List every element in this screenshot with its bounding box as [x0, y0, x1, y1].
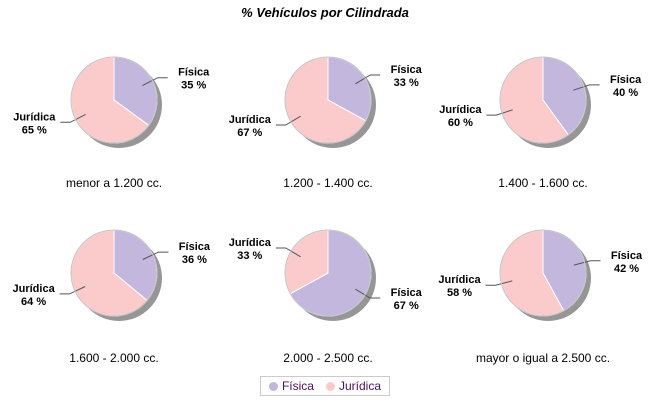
slice-name-juridica: Jurídica	[229, 114, 272, 126]
slice-name-juridica: Jurídica	[229, 237, 272, 249]
leader-line-juridica	[275, 247, 301, 258]
leader-line-juridica	[275, 115, 301, 126]
slice-pct-fisica: 42 %	[614, 263, 639, 275]
slice-label-fisica: Física 40 %	[610, 74, 642, 99]
slice-name-fisica: Física	[611, 250, 643, 262]
slice-label-juridica: Jurídica 64 %	[13, 283, 56, 308]
slice-label-fisica: Física 42 %	[611, 250, 643, 275]
slice-label-fisica: Física 33 %	[391, 64, 423, 89]
category-label-5: 2.000 - 2.500 cc.	[283, 351, 373, 365]
category-label-4: 1.600 - 2.000 cc.	[69, 351, 159, 365]
slice-name-fisica: Física	[179, 241, 211, 253]
leader-line-juridica	[486, 109, 513, 116]
slice-name-fisica: Física	[610, 74, 642, 86]
leader-line-fisica	[573, 84, 600, 91]
leader-line-fisica	[355, 74, 381, 85]
pie-outline	[499, 229, 587, 317]
slice-name-juridica: Jurídica	[439, 104, 482, 116]
category-label-3: 1.400 - 1.600 cc.	[498, 176, 588, 190]
slice-name-fisica: Física	[391, 287, 423, 299]
slice-label-juridica: Jurídica 67 %	[229, 114, 272, 139]
slice-label-fisica: Física 67 %	[391, 287, 423, 312]
legend-marker-fisica-icon	[268, 381, 278, 391]
pie-chart-4: Física 36 % Jurídica 64 %	[13, 229, 211, 321]
slice-label-fisica: Física 35 %	[178, 67, 210, 92]
slice-pct-juridica: 33 %	[237, 250, 262, 262]
category-label-6: mayor o igual a 2.500 cc.	[475, 351, 611, 365]
slice-name-fisica: Física	[391, 64, 423, 76]
slice-label-fisica: Física 36 %	[179, 241, 211, 266]
slice-pct-fisica: 35 %	[181, 80, 206, 92]
category-label-1: menor a 1.200 cc.	[65, 176, 163, 190]
slice-pct-fisica: 36 %	[182, 254, 207, 266]
slice-name-juridica: Jurídica	[13, 283, 56, 295]
pie-chart-6: Física 42 % Jurídica 58 %	[438, 229, 643, 321]
slice-pct-fisica: 40 %	[613, 87, 638, 99]
pie-chart-1: Física 35 % Jurídica 65 %	[13, 56, 210, 148]
pie-outline	[499, 56, 587, 144]
slice-name-juridica: Jurídica	[438, 274, 481, 286]
slice-pct-juridica: 60 %	[448, 117, 473, 129]
slice-pct-fisica: 33 %	[394, 77, 419, 89]
legend-label-juridica: Jurídica	[338, 379, 382, 393]
leader-line-juridica	[59, 286, 86, 295]
leader-line-fisica	[142, 77, 168, 87]
slice-name-fisica: Física	[178, 67, 210, 79]
slice-label-juridica: Jurídica 65 %	[13, 111, 56, 136]
slice-pct-juridica: 64 %	[21, 296, 46, 308]
slice-name-juridica: Jurídica	[13, 111, 56, 123]
slice-pct-fisica: 67 %	[394, 300, 419, 312]
pie-outline	[284, 229, 372, 317]
leader-line-fisica	[355, 288, 381, 299]
legend-item-fisica: Física	[268, 379, 314, 393]
pie-chart-2: Física 33 % Jurídica 67 %	[229, 56, 423, 148]
legend: Física Jurídica	[259, 376, 391, 396]
pie-outline	[284, 56, 372, 144]
pie-outline	[70, 229, 158, 317]
leader-line-juridica	[485, 280, 513, 286]
pie-chart-3: Física 40 % Jurídica 60 %	[439, 56, 642, 148]
slice-pct-juridica: 65 %	[22, 124, 47, 136]
slice-label-juridica: Jurídica 60 %	[439, 104, 482, 129]
leader-line-juridica	[60, 113, 86, 123]
legend-marker-juridica-icon	[325, 381, 335, 391]
pie-chart-5: Física 67 % Jurídica 33 %	[229, 229, 423, 321]
legend-item-juridica: Jurídica	[325, 379, 382, 393]
slice-pct-juridica: 58 %	[447, 287, 472, 299]
legend-label-fisica: Física	[281, 379, 314, 393]
slice-pct-juridica: 67 %	[237, 127, 262, 139]
chart-title: % Vehículos por Cilindrada	[241, 5, 409, 20]
leader-line-fisica	[573, 260, 601, 266]
slice-label-juridica: Jurídica 33 %	[229, 237, 272, 262]
leader-line-fisica	[142, 251, 169, 260]
category-label-2: 1.200 - 1.400 cc.	[283, 176, 373, 190]
slice-label-juridica: Jurídica 58 %	[438, 274, 481, 299]
pie-outline	[70, 56, 158, 144]
